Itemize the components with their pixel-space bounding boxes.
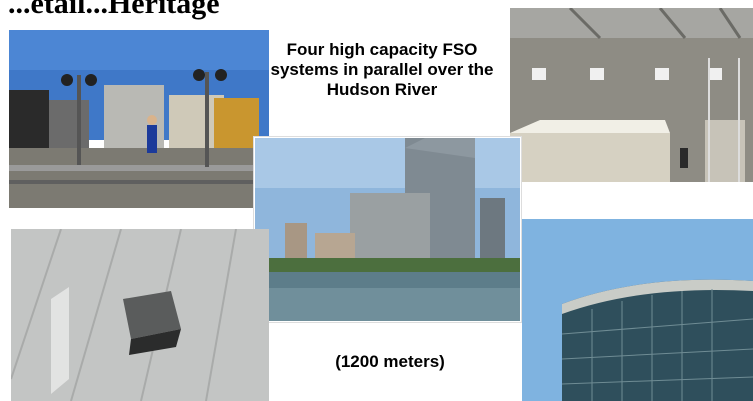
hudson-river-skyline-photo xyxy=(254,137,521,322)
rooftop-vent-closeup-photo xyxy=(11,229,269,401)
building-interior-fso-mounts-photo xyxy=(510,8,753,182)
glass-building-facade-photo xyxy=(522,219,753,401)
slide-title: ...etail...Heritage xyxy=(8,0,220,20)
rooftop-fso-installation-photo xyxy=(9,30,269,208)
caption-top: Four high capacity FSO systems in parall… xyxy=(270,40,494,99)
caption-bottom: (1200 meters) xyxy=(335,352,445,371)
